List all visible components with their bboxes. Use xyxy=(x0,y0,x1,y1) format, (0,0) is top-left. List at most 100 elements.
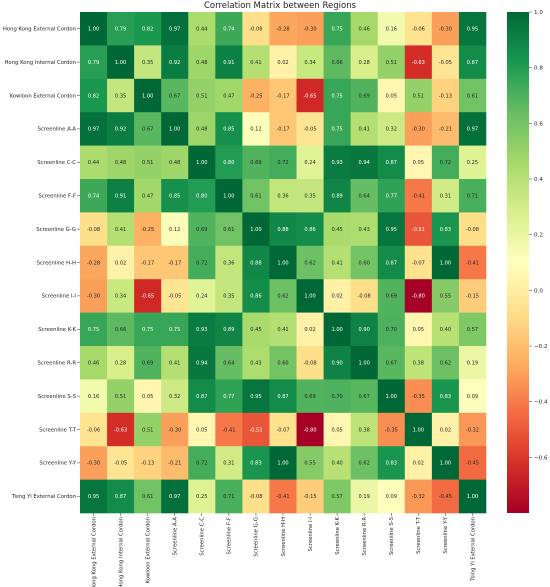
heatmap-cell xyxy=(404,346,433,380)
heatmap-cell xyxy=(242,346,270,380)
heatmap-cell xyxy=(458,312,487,347)
cell-value-label: -0.13 xyxy=(141,461,154,467)
cell-value-label: 0.77 xyxy=(386,194,397,200)
cell-value-label: 0.05 xyxy=(331,427,342,433)
cell-value-label: 0.86 xyxy=(304,227,315,233)
cell-value-label: -0.06 xyxy=(87,427,100,433)
cell-value-label: 1.00 xyxy=(413,427,424,433)
heatmap-cell xyxy=(404,412,433,447)
cell-value-label: 0.41 xyxy=(359,127,370,133)
cell-value-label: -0.32 xyxy=(412,494,425,500)
heatmap-cell xyxy=(323,145,351,180)
heatmap-cell xyxy=(458,145,487,180)
cell-value-label: 0.97 xyxy=(467,127,478,133)
cell-value-label: 0.93 xyxy=(196,327,207,333)
column-label: Hong Kong Internal Cordon xyxy=(118,517,124,587)
heatmap-cell xyxy=(215,45,243,80)
heatmap-cell xyxy=(107,346,135,380)
cell-value-label: 0.83 xyxy=(440,227,451,233)
cell-value-label: 0.89 xyxy=(331,194,342,200)
cell-value-label: 0.38 xyxy=(413,361,424,367)
heatmap-cell xyxy=(377,212,406,247)
cell-value-label: -0.15 xyxy=(303,494,316,500)
heatmap-cell xyxy=(404,379,433,414)
heatmap-cell xyxy=(350,145,379,180)
cell-value-label: 0.34 xyxy=(304,60,315,66)
cell-value-label: 0.38 xyxy=(359,427,370,433)
heatmap-cell xyxy=(188,12,216,46)
heatmap-cell xyxy=(323,279,351,313)
cell-value-label: 0.05 xyxy=(196,427,207,433)
heatmap-cell xyxy=(107,12,135,46)
cell-value-label: 0.05 xyxy=(142,394,153,400)
cell-value-label: 0.75 xyxy=(142,327,153,333)
heatmap-cell xyxy=(350,279,379,313)
heatmap-cell xyxy=(161,212,189,247)
cell-value-label: 0.41 xyxy=(115,227,126,233)
cell-value-label: 0.97 xyxy=(169,27,180,33)
cell-value-label: 0.77 xyxy=(223,394,234,400)
heatmap-cell xyxy=(107,45,135,80)
cell-value-label: -0.80 xyxy=(412,294,425,300)
cell-value-label: 0.41 xyxy=(331,260,342,266)
heatmap-cell xyxy=(323,379,351,414)
cell-value-label: 0.36 xyxy=(223,260,234,266)
cell-value-label: 0.79 xyxy=(88,60,99,66)
heatmap-cell xyxy=(350,479,379,514)
cell-value-label: 0.95 xyxy=(386,227,397,233)
heatmap-cell xyxy=(80,446,108,480)
heatmap-cell xyxy=(350,346,379,380)
cell-value-label: -0.15 xyxy=(466,294,479,300)
cell-value-label: 0.75 xyxy=(331,93,342,99)
heatmap-cell xyxy=(242,179,270,213)
cell-value-label: 0.60 xyxy=(359,260,370,266)
heatmap-cells: 1.00 0.79 0.82 0.97 0.44 0.74 -0.08 -0.28 -0.30 0… xyxy=(80,12,487,514)
cell-value-label: 0.66 xyxy=(331,60,342,66)
heatmap-cell xyxy=(377,379,406,414)
heatmap-cell xyxy=(242,112,270,146)
heatmap-cell xyxy=(107,479,135,514)
cell-value-label: -0.17 xyxy=(168,260,181,266)
heatmap-cell xyxy=(269,112,297,146)
heatmap-cell xyxy=(242,479,270,514)
heatmap-cell xyxy=(188,212,216,247)
heatmap-cell xyxy=(80,346,108,380)
column-label: Kowloon External Cordon xyxy=(145,517,151,583)
heatmap-cell xyxy=(80,12,108,46)
cell-value-label: 0.32 xyxy=(169,394,180,400)
heatmap-cell xyxy=(269,45,297,80)
heatmap-cell xyxy=(296,145,324,180)
heatmap-cell xyxy=(296,446,324,480)
cell-value-label: -0.35 xyxy=(385,427,398,433)
cell-value-label: 0.87 xyxy=(277,394,288,400)
heatmap-cell xyxy=(242,78,270,113)
heatmap-cell xyxy=(242,145,270,180)
heatmap-cell xyxy=(323,112,351,146)
heatmap-cell xyxy=(161,112,189,146)
heatmap-cell xyxy=(269,279,297,313)
cell-value-label: 0.69 xyxy=(386,294,397,300)
cell-value-label: 0.51 xyxy=(386,60,397,66)
cell-value-label: 0.62 xyxy=(440,361,451,367)
cell-value-label: 0.66 xyxy=(115,327,126,333)
heatmap-cell xyxy=(431,112,460,146)
heatmap-cell xyxy=(161,312,189,347)
column-label: Screenline T-T xyxy=(416,516,422,554)
cell-value-label: 0.62 xyxy=(359,461,370,467)
cell-value-label: 0.25 xyxy=(196,494,207,500)
cell-value-label: -0.08 xyxy=(87,227,100,233)
cell-value-label: -0.21 xyxy=(439,127,452,133)
cell-value-label: -0.08 xyxy=(466,227,479,233)
cell-value-label: 0.45 xyxy=(331,227,342,233)
heatmap-cell xyxy=(242,446,270,480)
heatmap-cell xyxy=(80,379,108,414)
heatmap-cell xyxy=(134,212,162,247)
cell-value-label: -0.08 xyxy=(358,294,371,300)
heatmap-cell xyxy=(80,412,108,447)
heatmap-cell xyxy=(404,45,433,80)
cell-value-label: 0.89 xyxy=(223,327,234,333)
cell-value-label: -0.51 xyxy=(249,427,262,433)
cell-value-label: 1.00 xyxy=(440,461,451,467)
cell-value-label: 1.00 xyxy=(250,227,261,233)
heatmap-cell xyxy=(377,179,406,213)
